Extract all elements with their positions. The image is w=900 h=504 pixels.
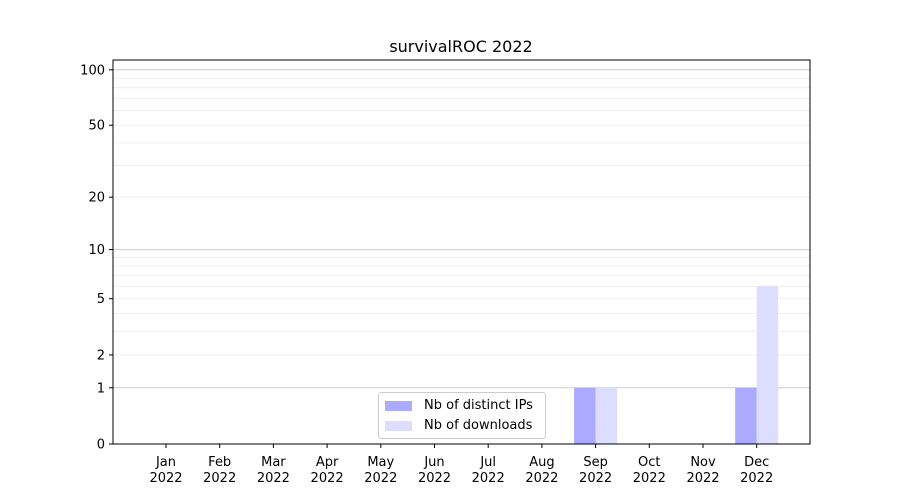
axes-frame [112, 59, 811, 445]
bar-downloads [756, 286, 779, 444]
bars [574, 286, 779, 444]
x-tick-label: Jan [155, 455, 176, 470]
x-tick-label: Mar [261, 455, 286, 470]
bar-distinct-ips [574, 387, 596, 444]
y-tick-label: 1 [97, 381, 105, 396]
legend-swatch-ips [385, 400, 412, 411]
y-axis: 0 1 2 5 10 20 50 100 [80, 63, 113, 453]
x-tick-label: Nov [690, 455, 716, 470]
x-tick-label: Apr [316, 455, 339, 470]
legend: Nb of distinct IPs Nb of downloads [378, 392, 546, 439]
x-tick-label: Aug [529, 455, 554, 470]
y-tick-label: 0 [97, 438, 105, 453]
x-tick-label: Sep [583, 455, 608, 470]
gridlines [113, 69, 810, 389]
x-tick-label: 2022 [418, 471, 451, 486]
x-tick-label: 2022 [686, 471, 719, 486]
y-tick-label: 10 [88, 243, 105, 258]
y-tick-label: 50 [88, 119, 105, 134]
x-tick-label: 2022 [203, 471, 236, 486]
legend-item-ips: Nb of distinct IPs [385, 398, 533, 413]
x-tick-label: 2022 [257, 471, 290, 486]
legend-label-downloads: Nb of downloads [424, 418, 533, 433]
x-tick-label: May [367, 455, 394, 470]
x-tick-label: Jun [423, 455, 444, 470]
bar-downloads [595, 387, 618, 444]
y-tick-label: 20 [88, 191, 105, 206]
legend-swatch-downloads [385, 420, 412, 431]
y-tick-label: 100 [80, 63, 105, 78]
chart-title: survivalROC 2022 [389, 37, 532, 56]
legend-label-ips: Nb of distinct IPs [424, 398, 533, 413]
x-tick-label: 2022 [364, 471, 397, 486]
x-tick-label: Oct [638, 455, 660, 470]
x-tick-label: Dec [744, 455, 769, 470]
x-tick-label: Feb [208, 455, 231, 470]
bar-distinct-ips [735, 387, 757, 444]
x-tick-label: 2022 [472, 471, 505, 486]
x-tick-label: 2022 [311, 471, 344, 486]
x-tick-label: Jul [479, 455, 496, 470]
x-axis: Jan2022Feb2022Mar2022Apr2022May2022Jun20… [149, 444, 773, 486]
legend-item-downloads: Nb of downloads [385, 418, 532, 433]
y-tick-label: 5 [97, 292, 105, 307]
x-tick-label: 2022 [579, 471, 612, 486]
y-tick-label: 2 [97, 348, 105, 363]
x-tick-label: 2022 [525, 471, 558, 486]
x-tick-label: 2022 [633, 471, 666, 486]
x-tick-label: 2022 [149, 471, 182, 486]
x-tick-label: 2022 [740, 471, 773, 486]
